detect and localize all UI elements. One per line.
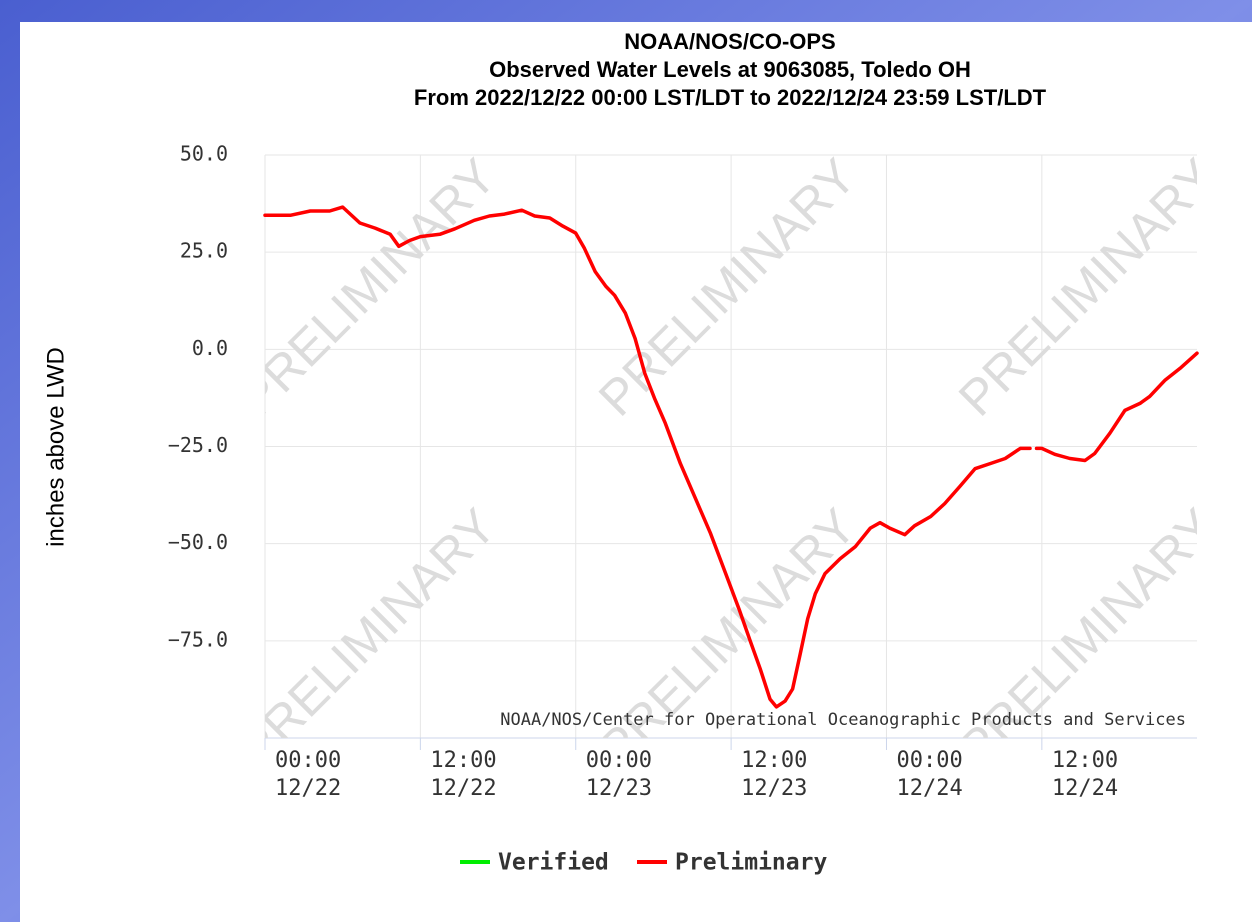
x-tick-label: 12/22 bbox=[430, 776, 496, 801]
y-tick-label: −25.0 bbox=[168, 433, 228, 457]
x-tick-label: 12:00 bbox=[430, 748, 496, 773]
y-tick-label: 25.0 bbox=[180, 239, 228, 263]
y-axis-label: inches above LWD bbox=[42, 347, 69, 547]
legend-label: Verified bbox=[498, 850, 609, 876]
x-tick-label: 12/23 bbox=[741, 776, 807, 801]
y-tick-label: 0.0 bbox=[192, 336, 228, 360]
x-tick-label: 12:00 bbox=[1052, 748, 1118, 773]
chart-title: Observed Water Levels at 9063085, Toledo… bbox=[489, 57, 971, 82]
data-line bbox=[263, 205, 1199, 709]
legend-label: Preliminary bbox=[675, 850, 827, 876]
chart-title: From 2022/12/22 00:00 LST/LDT to 2022/12… bbox=[414, 85, 1047, 110]
y-tick-label: 50.0 bbox=[180, 142, 228, 166]
x-tick-label: 12/23 bbox=[586, 776, 652, 801]
y-tick-label: −75.0 bbox=[168, 627, 228, 651]
x-tick-label: 12:00 bbox=[741, 748, 807, 773]
x-tick-label: 12/22 bbox=[275, 776, 341, 801]
x-tick-label: 00:00 bbox=[896, 748, 962, 773]
x-tick-label: 12/24 bbox=[896, 776, 962, 801]
x-tick-label: 00:00 bbox=[275, 748, 341, 773]
credit: NOAA/NOS/Center for Operational Oceanogr… bbox=[500, 710, 1186, 730]
y-tick-label: −50.0 bbox=[168, 530, 228, 554]
chart-title: NOAA/NOS/CO-OPS bbox=[624, 29, 835, 54]
x-tick-label: 00:00 bbox=[586, 748, 652, 773]
x-tick-label: 12/24 bbox=[1052, 776, 1118, 801]
